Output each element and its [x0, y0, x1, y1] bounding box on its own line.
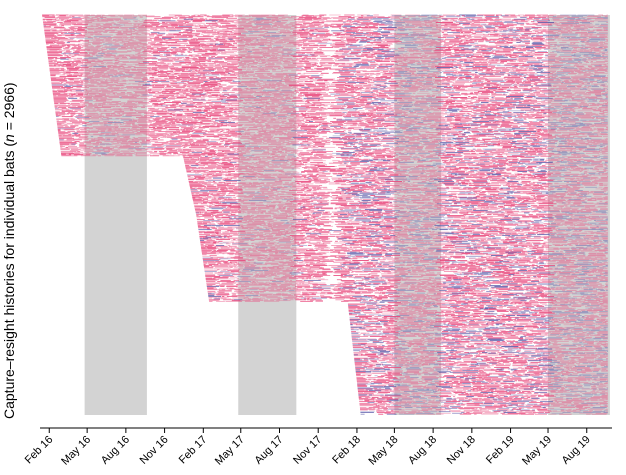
cohort-0: [42, 14, 608, 157]
gray-period-0: [84, 15, 147, 415]
y-axis-label-n: n: [1, 134, 17, 142]
y-axis-label: Capture–resight histories for individual…: [1, 82, 17, 419]
y-axis-label-prefix: Capture–resight histories for individual…: [1, 142, 17, 419]
y-axis-label-suffix: = 2966): [1, 82, 17, 134]
gray-period-3: [548, 15, 610, 415]
plot-area: [42, 14, 610, 415]
